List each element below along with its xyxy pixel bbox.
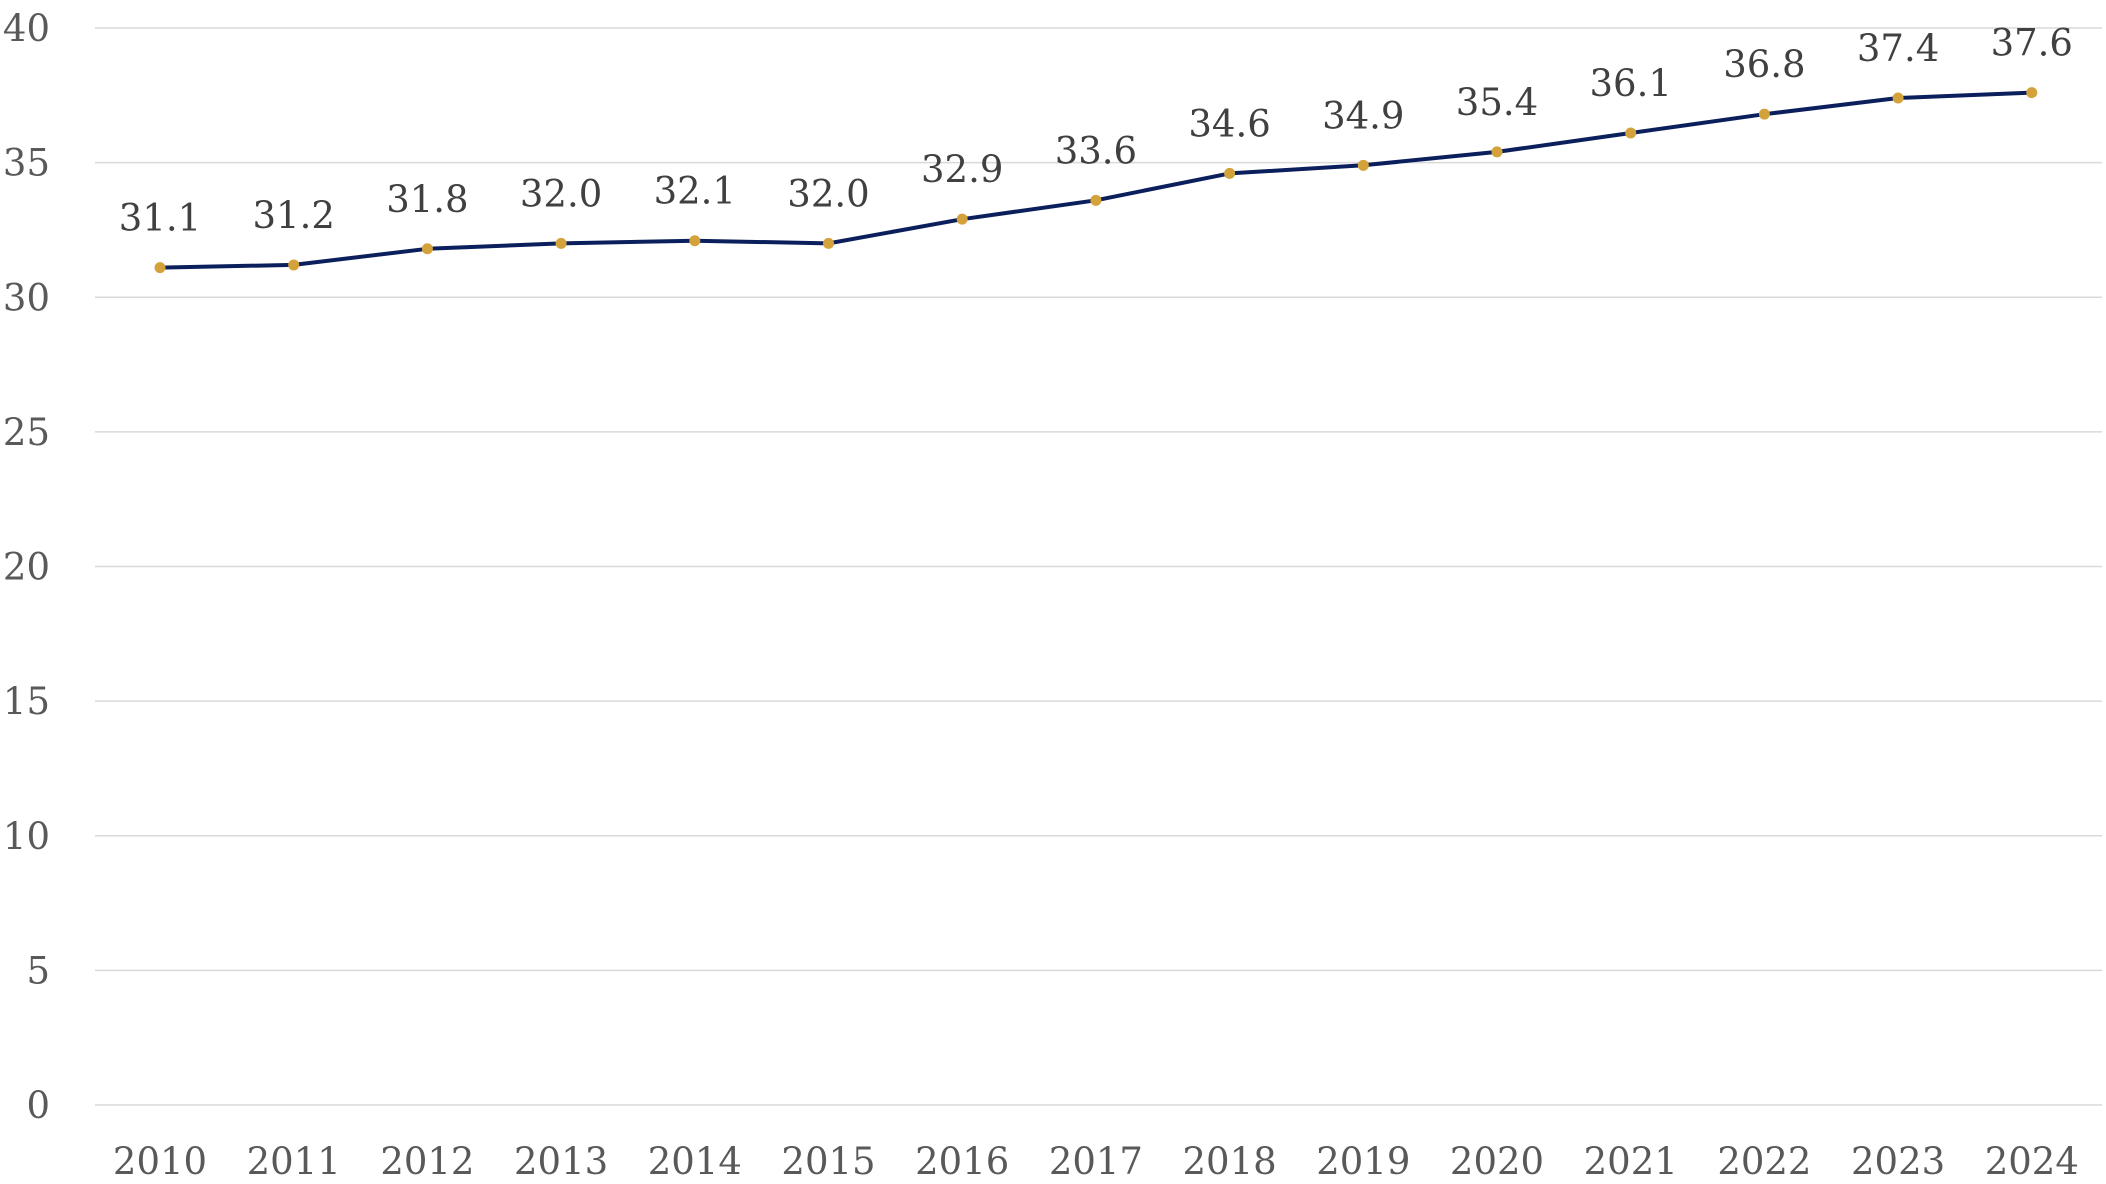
x-tick-label: 2012 [380, 1140, 474, 1183]
y-tick-label: 40 [3, 7, 50, 50]
x-tick-label: 2021 [1584, 1140, 1678, 1183]
data-label: 32.0 [787, 172, 869, 215]
x-tick-label: 2017 [1049, 1140, 1143, 1183]
data-point [1491, 146, 1503, 158]
x-axis: 2010 2011 2012 2013 2014 2015 2016 2017 2018 2019… [113, 1140, 2079, 1183]
marker-layer [154, 87, 2038, 274]
x-tick-label: 2020 [1450, 1140, 1544, 1183]
data-point [956, 213, 968, 225]
x-tick-label: 2019 [1316, 1140, 1410, 1183]
x-tick-label: 2015 [781, 1140, 875, 1183]
data-label: 31.2 [253, 194, 335, 237]
x-tick-label: 2011 [247, 1140, 341, 1183]
data-label: 37.4 [1857, 27, 1939, 70]
data-point [1625, 127, 1637, 139]
data-label: 34.9 [1322, 94, 1404, 137]
data-label-layer: 31.1 31.2 31.8 32.0 32.1 32.0 32.9 33.6 34.6 34.9… [119, 22, 2073, 240]
data-point [1892, 92, 1904, 104]
data-label: 32.0 [520, 172, 602, 215]
x-tick-label: 2024 [1985, 1140, 2079, 1183]
y-tick-label: 5 [26, 949, 50, 992]
data-label: 31.8 [386, 178, 468, 221]
data-label: 36.1 [1590, 62, 1672, 105]
y-tick-label: 25 [3, 411, 50, 454]
data-label: 36.8 [1723, 43, 1805, 86]
data-point [421, 243, 433, 255]
x-tick-label: 2014 [648, 1140, 742, 1183]
y-axis: 0 5 10 15 20 25 30 35 40 [3, 7, 50, 1127]
grid-layer [95, 27, 2102, 1106]
x-tick-label: 2023 [1851, 1140, 1945, 1183]
x-tick-label: 2022 [1717, 1140, 1811, 1183]
data-point [1224, 167, 1236, 179]
x-tick-label: 2016 [915, 1140, 1009, 1183]
data-label: 35.4 [1456, 81, 1538, 124]
data-label: 34.6 [1188, 102, 1270, 145]
data-point [2026, 87, 2038, 99]
data-point [1357, 159, 1369, 171]
data-label: 33.6 [1055, 129, 1137, 172]
data-point [823, 237, 834, 249]
y-tick-label: 35 [3, 142, 50, 185]
y-tick-label: 30 [3, 276, 50, 319]
data-point [288, 259, 300, 271]
data-label: 31.1 [119, 197, 201, 240]
y-tick-label: 15 [3, 680, 50, 723]
x-tick-label: 2010 [113, 1140, 207, 1183]
data-label: 32.1 [654, 170, 736, 213]
data-point [154, 262, 166, 274]
data-point [1090, 194, 1102, 206]
y-tick-label: 0 [26, 1084, 50, 1127]
data-label: 32.9 [921, 148, 1003, 191]
data-point [555, 237, 567, 249]
data-point [1758, 108, 1770, 120]
y-tick-label: 20 [3, 546, 50, 589]
x-tick-label: 2018 [1183, 1140, 1277, 1183]
data-point [689, 235, 701, 247]
y-tick-label: 10 [3, 815, 50, 858]
x-tick-label: 2013 [514, 1140, 608, 1183]
data-label: 37.6 [1991, 22, 2073, 65]
